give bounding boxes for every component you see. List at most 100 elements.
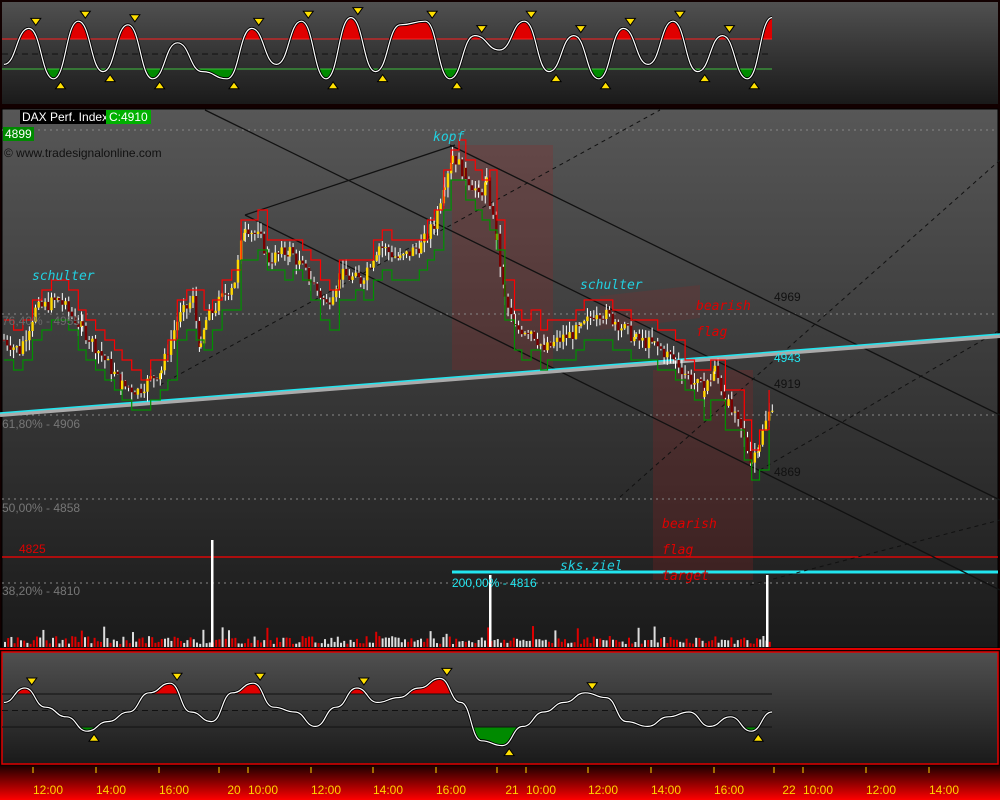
- volume-bar: [634, 641, 637, 647]
- volume-bar: [423, 641, 426, 647]
- candle-body: [139, 388, 143, 394]
- candle-body: [304, 263, 308, 268]
- volume-bar: [448, 636, 451, 647]
- volume-bar: [378, 636, 381, 647]
- candle-body: [204, 320, 208, 330]
- candle-body: [662, 348, 666, 358]
- sell-signal-triangle: [351, 7, 364, 16]
- candle-body: [84, 325, 88, 341]
- stop-line-upper: [4, 139, 770, 451]
- candle-body: [143, 391, 146, 394]
- candle-body: [127, 386, 130, 388]
- volume-bar: [71, 636, 74, 647]
- volume-bar: [186, 640, 189, 647]
- candle-body: [454, 155, 458, 165]
- volume-bar: [612, 639, 614, 647]
- candle-body: [677, 359, 680, 368]
- volume-bar: [695, 637, 698, 647]
- volume-bar: [154, 642, 157, 647]
- volume-bar: [10, 636, 13, 647]
- candle-body: [484, 182, 487, 196]
- volume-bar: [509, 640, 512, 647]
- candle-body: [169, 339, 173, 355]
- candle-body: [316, 283, 319, 291]
- candle-body: [562, 334, 565, 342]
- candle-body: [301, 260, 304, 264]
- volume-bar: [711, 640, 714, 647]
- candle-body: [669, 351, 672, 355]
- candle-body: [443, 187, 446, 190]
- candle-body: [70, 311, 74, 317]
- candle-body: [119, 374, 123, 390]
- candle-body: [381, 246, 384, 248]
- candle-body: [397, 256, 400, 259]
- volume-bar: [250, 642, 253, 647]
- candle-body: [56, 297, 60, 301]
- candle-body: [474, 188, 477, 191]
- candle-body: [61, 300, 64, 305]
- volume-bar: [13, 643, 16, 647]
- candle-body: [502, 266, 505, 285]
- candle-body: [208, 309, 211, 321]
- volume-bar: [432, 638, 435, 647]
- buy-signal-triangle: [450, 80, 463, 90]
- annotation-schulter-left: schulter: [32, 269, 95, 284]
- sell-signal-triangle: [426, 10, 439, 20]
- candle-body: [733, 411, 737, 413]
- volume-bar: [458, 641, 461, 647]
- volume-bar: [650, 639, 653, 647]
- volume-bar: [279, 642, 282, 647]
- x-tick-label: 16:00: [435, 783, 467, 797]
- candle-body: [365, 267, 369, 281]
- stop-line-lower: [4, 179, 770, 481]
- volume-bar: [234, 637, 237, 647]
- candle-body: [97, 351, 100, 354]
- fib-382-label: 38,20% - 4810: [2, 584, 81, 598]
- volume-bar: [471, 642, 474, 647]
- candle-body: [543, 344, 546, 351]
- volume-bar: [503, 639, 506, 647]
- candle-body: [433, 225, 436, 229]
- volume-bar: [660, 638, 662, 647]
- volume-bar: [528, 640, 531, 647]
- candle-body: [384, 247, 387, 249]
- sell-signal-triangle: [586, 682, 599, 691]
- candle-body: [712, 371, 716, 381]
- candle-body: [414, 247, 418, 249]
- volume-bar: [218, 639, 221, 647]
- candle-body: [753, 452, 757, 463]
- volume-spike: [766, 575, 769, 647]
- candle-body: [67, 301, 70, 312]
- candle-body: [298, 260, 301, 265]
- volume-bar: [704, 643, 707, 647]
- x-tick-label: 14:00: [372, 783, 404, 797]
- volume-bar: [90, 643, 93, 647]
- candle-body: [653, 341, 656, 343]
- candle-body: [120, 380, 124, 390]
- sell-signal-triangle: [171, 672, 184, 682]
- volume-bar: [55, 636, 58, 647]
- x-tick-label: 10:00: [525, 783, 557, 797]
- volume-bar: [128, 643, 131, 647]
- candle-body: [589, 316, 592, 318]
- candle-body: [696, 379, 699, 383]
- candle-body: [160, 370, 163, 374]
- candle-body: [514, 324, 517, 326]
- candle-body: [372, 260, 375, 268]
- volume-bar: [730, 637, 733, 647]
- candle-body: [647, 337, 651, 349]
- buy-signal-triangle: [104, 73, 117, 83]
- x-tick-label: 20: [227, 783, 241, 797]
- volume-bar: [151, 637, 154, 647]
- volume-bar: [573, 642, 576, 647]
- volume-bar: [84, 637, 86, 647]
- volume-bar: [298, 642, 301, 647]
- annotation-bearish-flag-1: bearish: [696, 299, 751, 314]
- candle-body: [574, 324, 578, 340]
- dashed-channel-line: [749, 519, 1000, 586]
- volume-bar: [500, 642, 502, 647]
- fib-618-label: 61,80% - 4906: [2, 417, 81, 431]
- buy-signal-triangle: [88, 733, 100, 742]
- candle-body: [43, 301, 47, 307]
- volume-bar: [567, 643, 570, 647]
